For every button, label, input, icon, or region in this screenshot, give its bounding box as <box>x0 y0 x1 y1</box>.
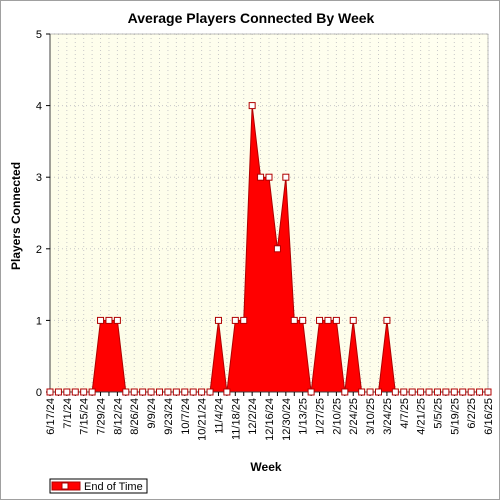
data-point-marker <box>214 316 222 324</box>
x-tick-label: 3/10/25 <box>365 398 377 435</box>
data-point-marker <box>198 388 206 396</box>
data-point-marker <box>257 173 265 181</box>
data-point-marker <box>105 316 113 324</box>
x-tick-label: 5/19/25 <box>449 398 461 435</box>
data-point-marker <box>299 316 307 324</box>
data-point-marker <box>375 388 382 396</box>
data-point-marker <box>290 316 298 324</box>
data-point-marker <box>484 388 492 396</box>
x-tick-label: 12/16/24 <box>264 398 276 441</box>
data-point-marker <box>265 173 273 181</box>
data-point-marker <box>408 388 416 396</box>
data-point-marker <box>130 388 138 396</box>
data-point-marker <box>156 388 163 396</box>
data-point-marker <box>282 173 290 181</box>
y-tick-label: 4 <box>36 101 42 113</box>
x-tick-label: 6/16/25 <box>483 398 495 435</box>
x-tick-label: 9/9/24 <box>146 398 158 429</box>
legend-label: End of Time <box>84 481 143 493</box>
x-tick-label: 12/2/24 <box>247 398 259 435</box>
y-tick-label: 0 <box>36 387 42 399</box>
y-tick-label: 1 <box>36 315 42 327</box>
series-markers <box>46 102 492 396</box>
data-point-marker <box>139 388 147 396</box>
x-tick-label: 3/24/25 <box>382 398 394 435</box>
data-point-marker <box>433 388 441 396</box>
data-point-marker <box>231 316 239 324</box>
data-point-marker <box>442 388 450 396</box>
x-tick-label: 2/10/25 <box>331 398 343 435</box>
x-tick-label: 12/30/24 <box>281 398 293 441</box>
data-point-marker <box>46 388 54 396</box>
data-point-marker <box>425 388 433 396</box>
legend-marker <box>61 482 69 490</box>
data-point-marker <box>71 388 79 396</box>
data-point-marker <box>189 388 197 396</box>
data-point-marker <box>341 388 349 396</box>
data-point-marker <box>164 388 172 396</box>
x-tick-label: 2/24/25 <box>348 398 360 435</box>
data-point-marker <box>307 388 315 396</box>
x-tick-label: 6/17/24 <box>45 398 57 435</box>
data-point-marker <box>324 316 332 324</box>
legend: End of Time <box>49 478 148 494</box>
data-point-marker <box>240 316 248 324</box>
x-tick-label: 11/4/24 <box>213 398 225 434</box>
x-tick-label: 8/26/24 <box>129 398 141 435</box>
x-tick-label: 1/27/25 <box>315 398 327 435</box>
data-point-marker <box>476 388 484 396</box>
x-tick-label: 1/13/25 <box>298 398 310 435</box>
x-tick-label: 8/12/24 <box>112 398 124 435</box>
data-point-marker <box>206 388 214 396</box>
x-tick-label: 10/7/24 <box>180 398 192 435</box>
data-point-marker <box>97 316 105 324</box>
x-tick-label: 11/18/24 <box>230 398 242 440</box>
data-point-marker <box>358 388 366 396</box>
data-point-marker <box>349 316 357 324</box>
y-tick-labels: 0 1 2 3 4 5 <box>36 29 42 399</box>
data-point-marker <box>122 388 130 396</box>
data-point-marker <box>248 102 256 110</box>
y-tick-label: 5 <box>36 29 42 41</box>
data-point-marker <box>88 388 96 396</box>
data-point-marker <box>417 388 425 396</box>
x-tick-label: 7/15/24 <box>79 398 91 435</box>
data-point-marker <box>147 388 155 396</box>
data-point-marker <box>400 388 408 396</box>
y-tick-label: 3 <box>36 172 42 184</box>
data-point-marker <box>467 388 475 396</box>
x-tick-label: 4/7/25 <box>399 398 411 429</box>
data-point-marker <box>316 316 324 324</box>
x-tick-label: 9/23/24 <box>163 398 175 435</box>
data-point-marker <box>63 388 71 396</box>
data-point-marker <box>54 388 62 396</box>
data-point-marker <box>113 316 121 324</box>
y-tick-label: 2 <box>36 244 42 256</box>
data-point-marker <box>450 388 458 396</box>
x-axis-label: Week <box>250 460 281 474</box>
data-point-marker <box>172 388 180 396</box>
x-tick-label: 10/21/24 <box>197 398 209 441</box>
data-point-marker <box>459 388 467 396</box>
x-tick-label: 7/29/24 <box>96 398 108 435</box>
data-point-marker <box>273 245 281 253</box>
chart-title: Average Players Connected By Week <box>128 10 375 26</box>
x-tick-labels: 6/17/24 7/1/24 7/15/24 7/29/24 8/12/24 8/26/2… <box>45 398 495 441</box>
data-point-marker <box>223 388 231 396</box>
x-tick-label: 7/1/24 <box>62 398 74 429</box>
data-point-marker <box>391 388 399 396</box>
data-point-marker <box>332 316 340 324</box>
data-point-marker <box>366 388 374 396</box>
x-tick-label: 4/21/25 <box>416 398 428 435</box>
data-point-marker <box>80 388 88 396</box>
data-point-marker <box>181 388 189 396</box>
y-axis-label: Players Connected <box>9 162 23 270</box>
x-tick-label: 6/2/25 <box>466 398 478 429</box>
data-point-marker <box>383 316 391 324</box>
x-tick-label: 5/5/25 <box>432 398 444 429</box>
